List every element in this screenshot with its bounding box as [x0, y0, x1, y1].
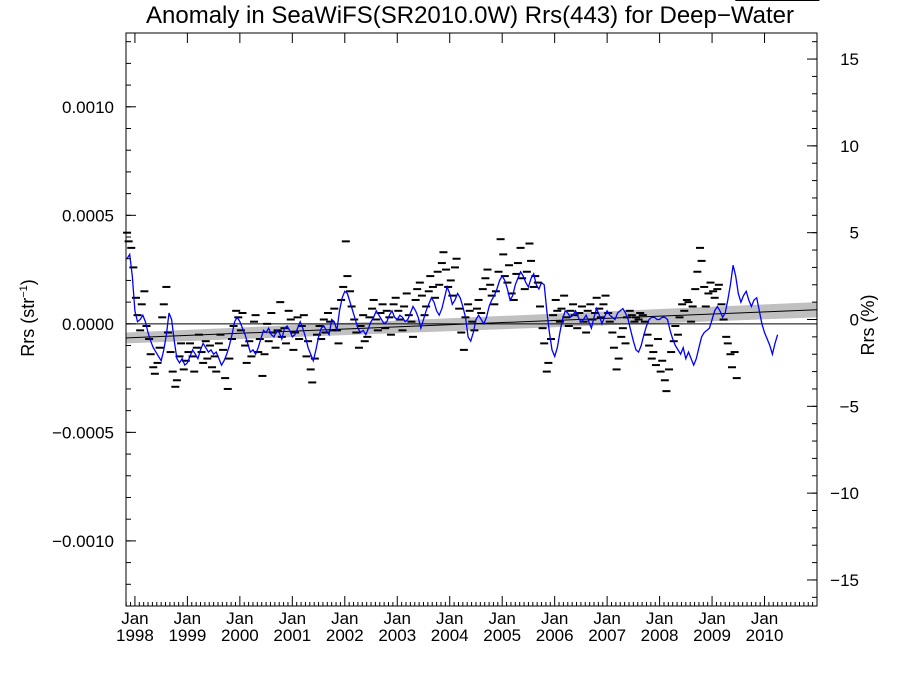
x-tick-month-label: Jan — [541, 609, 568, 628]
y-tick-label-right: −15 — [830, 571, 859, 590]
x-tick-month-label: Jan — [436, 609, 463, 628]
left-axis-ticks: 0.0010 0.0005 0.0000 −0.0005 −0.0010 — [52, 41, 136, 585]
x-tick-year-label: 1998 — [116, 626, 154, 645]
y-axis-label-left-sup: −1 — [18, 285, 30, 298]
x-tick-month-label: Jan — [174, 609, 201, 628]
x-tick-year-label: 2009 — [693, 626, 731, 645]
y-axis-label-right: Rrs (%) — [858, 295, 878, 356]
x-tick-month-label: Jan — [279, 609, 306, 628]
x-tick-year-label: 2004 — [431, 626, 469, 645]
y-axis-label-left: Rrs (str−1) — [18, 279, 38, 357]
x-tick-year-label: 2003 — [378, 626, 416, 645]
x-tick-year-label: 2001 — [273, 626, 311, 645]
x-axis-ticks: Jan1998Jan1999Jan2000Jan2001Jan2002Jan20… — [116, 33, 814, 645]
y-tick-label-left: −0.0005 — [52, 423, 114, 442]
x-tick-month-label: Jan — [646, 609, 673, 628]
y-tick-label-right: 10 — [840, 137, 859, 156]
y-tick-label-left: 0.0000 — [62, 315, 114, 334]
y-axis-label-left-main: Rrs (str — [18, 298, 38, 357]
right-axis-ticks: 15 10 5 0 −5 −10 −15 — [807, 41, 859, 598]
x-tick-month-label: Jan — [751, 609, 778, 628]
y-tick-label-left: 0.0010 — [62, 98, 114, 117]
y-tick-label-left: 0.0005 — [62, 206, 114, 225]
x-tick-month-label: Jan — [698, 609, 725, 628]
x-tick-month-label: Jan — [384, 609, 411, 628]
chart-title: Anomaly in SeaWiFS(SR2010.0W) Rrs(443) f… — [146, 2, 794, 29]
y-tick-label-right: 15 — [840, 50, 859, 69]
x-tick-year-label: 2010 — [746, 626, 784, 645]
x-tick-month-label: Jan — [121, 609, 148, 628]
x-tick-year-label: 2002 — [326, 626, 364, 645]
y-tick-label-right: −10 — [830, 484, 859, 503]
x-tick-month-label: Jan — [593, 609, 620, 628]
x-tick-month-label: Jan — [488, 609, 515, 628]
smoothed-series-line — [126, 252, 779, 367]
y-tick-label-left: −0.0010 — [52, 532, 114, 551]
x-tick-month-label: Jan — [331, 609, 358, 628]
x-tick-year-label: 2006 — [536, 626, 574, 645]
y-axis-label-left-close: ) — [18, 279, 38, 285]
trend-line — [125, 309, 818, 339]
y-tick-label-right: −5 — [840, 397, 859, 416]
trend-line-layer — [125, 309, 818, 339]
x-tick-year-label: 2007 — [588, 626, 626, 645]
smoothed-layer — [126, 252, 779, 367]
y-tick-label-right: 0 — [850, 311, 859, 330]
x-tick-year-label: 1999 — [168, 626, 206, 645]
x-tick-month-label: Jan — [226, 609, 253, 628]
x-tick-year-label: 2000 — [221, 626, 259, 645]
y-tick-label-right: 5 — [850, 224, 859, 243]
x-tick-year-label: 2005 — [483, 626, 521, 645]
x-tick-year-label: 2008 — [641, 626, 679, 645]
plot-content — [123, 0, 820, 393]
